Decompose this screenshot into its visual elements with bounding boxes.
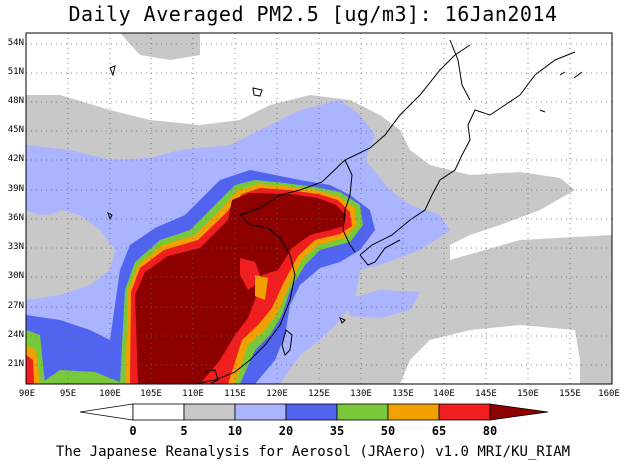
colorbar-label: 10	[227, 424, 243, 438]
lon-label: 110E	[182, 389, 204, 399]
lat-label: 42N	[7, 154, 24, 164]
lon-label: 105E	[140, 389, 162, 399]
lon-label: 155E	[559, 389, 581, 399]
lon-label: 160E	[598, 389, 620, 399]
lat-label: 54N	[7, 38, 24, 48]
lon-label: 115E	[224, 389, 246, 399]
lat-label: 51N	[7, 67, 24, 77]
lon-label: 130E	[350, 389, 372, 399]
map-frame	[25, 32, 613, 385]
lat-label: 33N	[7, 242, 24, 252]
colorbar-label: 35	[329, 424, 345, 438]
lon-label: 135E	[392, 389, 414, 399]
pm25-band-5-10	[120, 33, 200, 60]
colorbar-label: 50	[380, 424, 396, 438]
colorbar-label: 65	[431, 424, 447, 438]
lon-label: 145E	[475, 389, 497, 399]
lat-label: 30N	[7, 271, 24, 281]
lon-label: 150E	[517, 389, 539, 399]
footer-credit: The Japanese Reanalysis for Aerosol (JRA…	[55, 444, 571, 460]
map-title: Daily Averaged PM2.5 [ug/m3]: 16Jan2014	[68, 2, 558, 26]
lat-label: 21N	[7, 359, 24, 369]
lat-label: 24N	[7, 330, 24, 340]
colorbar-label: 20	[278, 424, 294, 438]
lat-label: 45N	[7, 125, 24, 135]
lat-label: 39N	[7, 184, 24, 194]
colorbar-label: 80	[482, 424, 498, 438]
colorbar-label: 0	[129, 424, 137, 438]
lon-label: 100E	[99, 389, 121, 399]
coastlines	[107, 39, 583, 384]
colorbar	[79, 403, 549, 421]
lon-label: 125E	[308, 389, 330, 399]
lat-label: 48N	[7, 96, 24, 106]
lon-label: 120E	[266, 389, 288, 399]
pm25-band-80-plus	[135, 193, 346, 384]
lon-label: 140E	[433, 389, 455, 399]
lat-label: 27N	[7, 301, 24, 311]
lat-label: 36N	[7, 213, 24, 223]
lon-label: 90E	[18, 389, 36, 399]
pm25-field	[26, 33, 612, 384]
colorbar-label: 5	[180, 424, 188, 438]
graticule	[26, 33, 612, 384]
lon-label: 95E	[59, 389, 77, 399]
